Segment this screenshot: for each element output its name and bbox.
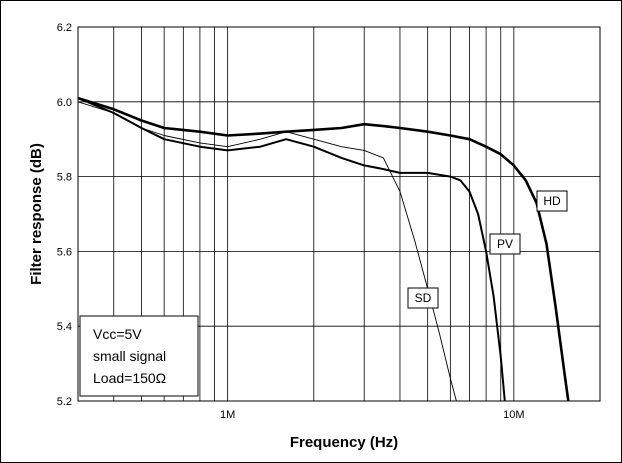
y-tick-label: 6.0 (57, 97, 72, 109)
series-label-pv: PV (489, 233, 521, 255)
condition-vcc: Vcc=5V (93, 326, 142, 342)
svg-text:SD: SD (415, 291, 432, 305)
x-axis-title: Frequency (Hz) (290, 434, 398, 451)
series-labels: HD PV SD (407, 190, 568, 309)
x-tick-label: 10M (503, 409, 524, 421)
y-tick-label: 5.8 (57, 172, 72, 184)
x-tick-label: 1M (220, 409, 235, 421)
y-tick-label: 5.6 (57, 246, 72, 258)
svg-text:HD: HD (543, 194, 561, 208)
y-tick-label: 5.4 (57, 321, 72, 333)
series-label-sd: SD (407, 287, 439, 309)
y-axis-title: Filter response (dB) (28, 143, 45, 285)
conditions-box: Vcc=5V small signal Load=150Ω (79, 315, 199, 397)
series-label-hd: HD (536, 190, 568, 212)
series-line-pv (77, 97, 506, 402)
tick-labels: 5.2 5.4 5.6 5.8 6.0 6.2 1M 10M (57, 22, 525, 421)
svg-text:PV: PV (497, 237, 513, 251)
plot-area (77, 26, 601, 402)
condition-load: Load=150Ω (93, 370, 166, 386)
condition-signal: small signal (93, 348, 166, 364)
y-tick-label: 6.2 (57, 22, 72, 34)
y-tick-label: 5.2 (57, 396, 72, 408)
